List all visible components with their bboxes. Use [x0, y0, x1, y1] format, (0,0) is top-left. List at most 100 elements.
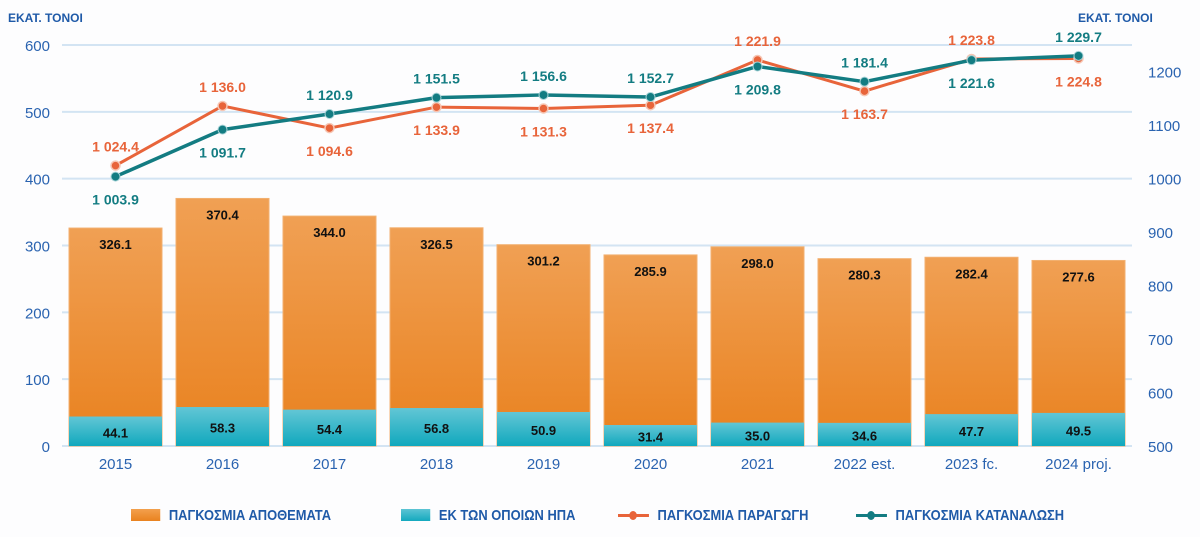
bar-label-us: 50.9 — [531, 423, 556, 438]
point-consumption — [752, 61, 763, 72]
point-production — [110, 160, 121, 171]
label-production: 1 133.9 — [413, 122, 460, 138]
bar-label-us: 49.5 — [1066, 423, 1091, 438]
label-consumption: 1 156.6 — [520, 68, 567, 84]
bar-us — [1032, 412, 1125, 446]
label-consumption: 1 003.9 — [92, 192, 139, 208]
left-tick-label: 400 — [25, 172, 50, 189]
legend-label-stock: ΠΑΓΚΟΣΜΙΑ ΑΠΟΘΕΜΑΤΑ — [168, 506, 332, 524]
bar-us — [818, 422, 911, 446]
point-consumption — [324, 109, 335, 120]
point-production — [431, 101, 442, 113]
legend-consumption: ΠΑΓΚΟΣΜΙΑ ΚΑΤΑΝΑΛΩΣΗ — [856, 505, 1064, 525]
label-consumption: 1 120.9 — [306, 87, 353, 103]
right-tick-label: 1200 — [1148, 65, 1181, 82]
label-consumption: 1 152.7 — [627, 70, 674, 86]
bar-us — [925, 414, 1018, 446]
x-tick-label: 2016 — [206, 456, 239, 473]
label-production: 1 223.8 — [948, 32, 995, 48]
point-production — [217, 100, 228, 112]
right-tick-label: 800 — [1148, 279, 1173, 296]
left-tick-label: 200 — [25, 305, 50, 322]
point-production — [538, 103, 549, 114]
bar-label-stock: 280.3 — [848, 268, 881, 283]
legend-swatch-stock — [131, 509, 161, 521]
legend-label-consumption: ΠΑΓΚΟΣΜΙΑ ΚΑΤΑΝΑΛΩΣΗ — [895, 506, 1065, 524]
bar-us — [711, 422, 804, 446]
label-consumption: 1 209.8 — [734, 81, 781, 97]
bar-label-us: 47.7 — [959, 424, 984, 439]
legend-swatch-production — [618, 509, 649, 521]
left-axis: 0 100 200 300 400 500 600 — [25, 38, 50, 456]
point-production — [645, 99, 656, 111]
label-production: 1 221.9 — [734, 33, 781, 49]
bar-label-us: 35.0 — [745, 428, 770, 443]
label-production: 1 163.7 — [841, 106, 888, 122]
label-production: 1 224.8 — [1055, 73, 1102, 89]
point-consumption — [966, 55, 977, 66]
legend-label-us: ΕΚ ΤΩΝ ΟΠΟΙΩΝ ΗΠΑ — [438, 506, 576, 524]
line-production — [114, 56, 1079, 167]
right-tick-label: 1000 — [1148, 172, 1181, 189]
bar-us — [69, 416, 162, 446]
bar-label-us: 31.4 — [638, 430, 664, 445]
lines: 1 024.4 1 003.9 1 136.0 1 091.7 1 094.6 1 120… — [92, 29, 1102, 208]
bar-label-us: 54.4 — [317, 422, 343, 437]
x-tick-label: 2021 — [741, 456, 774, 473]
chart: ΕΚΑΤ. ΤΟΝΟΙ ΕΚΑΤ. ΤΟΝΟΙ 0 100 200 300 400 500… — [8, 11, 1181, 473]
line-consumption — [114, 54, 1079, 179]
bar-label-stock: 282.4 — [955, 266, 988, 281]
right-tick-label: 500 — [1148, 439, 1173, 456]
left-tick-label: 0 — [42, 439, 50, 456]
label-consumption: 1 151.5 — [413, 71, 460, 87]
x-tick-label: 2018 — [420, 456, 453, 473]
bars: 326.1 44.1 370.4 58.3 344.0 54.4 326.5 56.8 301.… — [68, 197, 1126, 447]
bar-label-us: 58.3 — [210, 421, 235, 436]
point-production — [324, 122, 335, 134]
bar-stock — [817, 258, 912, 447]
bar-label-stock: 344.0 — [313, 225, 346, 240]
bar-label-us: 44.1 — [103, 425, 128, 440]
point-consumption — [431, 92, 442, 103]
x-tick-label: 2017 — [313, 456, 346, 473]
right-tick-label: 600 — [1148, 386, 1173, 403]
right-tick-label: 1100 — [1148, 118, 1180, 135]
bar-label-stock: 298.0 — [741, 256, 774, 271]
legend-swatch-us — [401, 509, 431, 521]
x-tick-label: 2023 fc. — [945, 456, 998, 473]
bar-stock — [282, 215, 377, 447]
label-consumption: 1 091.7 — [199, 145, 246, 161]
right-axis: 500 600 700 800 900 1000 1100 1200 — [1148, 65, 1181, 456]
left-tick-label: 100 — [25, 372, 50, 389]
x-tick-label: 2019 — [527, 456, 560, 473]
legend-stock: ΠΑΓΚΟΣΜΙΑ ΑΠΟΘΕΜΑΤΑ — [131, 505, 331, 525]
x-tick-label: 2020 — [634, 456, 667, 473]
bar-label-stock: 277.6 — [1062, 269, 1095, 284]
x-tick-label: 2022 est. — [834, 456, 896, 473]
point-consumption — [217, 124, 228, 135]
label-consumption: 1 229.7 — [1055, 29, 1102, 45]
x-axis: 2015 2016 2017 2018 2019 2020 2021 2022 est. 202… — [99, 456, 1112, 473]
bar-stock — [175, 197, 270, 447]
point-production — [859, 85, 870, 97]
label-production: 1 024.4 — [92, 139, 139, 155]
right-tick-label: 900 — [1148, 225, 1173, 242]
bar-label-stock: 370.4 — [206, 207, 239, 222]
left-tick-label: 500 — [25, 105, 50, 122]
legend-swatch-consumption — [856, 509, 887, 521]
bar-us — [283, 409, 376, 446]
left-axis-unit: ΕΚΑΤ. ΤΟΝΟΙ — [8, 11, 83, 25]
bar-label-stock: 285.9 — [634, 264, 667, 279]
bar-us — [497, 411, 590, 446]
right-axis-unit: ΕΚΑΤ. ΤΟΝΟΙ — [1078, 11, 1153, 25]
bar-stock — [710, 246, 805, 447]
x-tick-label: 2024 proj. — [1045, 456, 1112, 473]
bar-label-stock: 326.5 — [420, 237, 453, 252]
bar-label-stock: 301.2 — [527, 254, 560, 269]
legend-label-production: ΠΑΓΚΟΣΜΙΑ ΠΑΡΑΓΩΓΗ — [657, 506, 809, 524]
label-consumption: 1 221.6 — [948, 75, 995, 91]
left-tick-label: 600 — [25, 38, 50, 55]
point-consumption — [1073, 50, 1084, 61]
point-consumption — [645, 92, 656, 103]
label-production: 1 094.6 — [306, 143, 353, 159]
